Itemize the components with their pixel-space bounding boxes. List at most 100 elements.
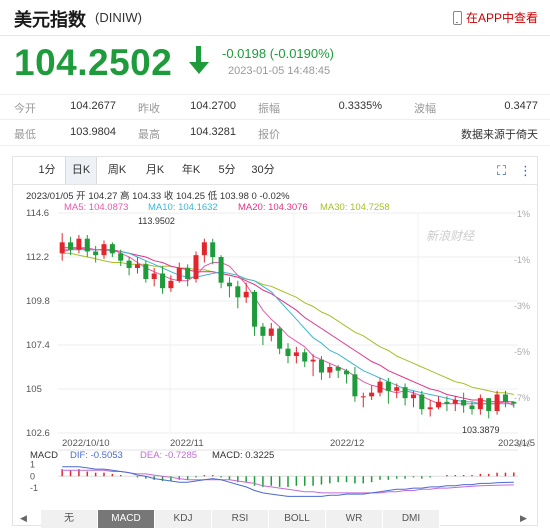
header: 美元指数 (DINIW) 在APP中查看 bbox=[0, 0, 550, 36]
current-price: 104.2502 bbox=[14, 42, 173, 83]
max-price-label: 113.9502 bbox=[138, 216, 175, 226]
y-tick-label: 109.8 bbox=[26, 296, 50, 307]
dif-label: DIF: -0.5053 bbox=[70, 450, 123, 461]
candle-body bbox=[76, 238, 82, 250]
candle-body bbox=[511, 401, 517, 404]
open-in-app-link[interactable]: 在APP中查看 bbox=[452, 9, 538, 26]
dea-label: DEA: -0.7285 bbox=[140, 450, 197, 461]
candle-body bbox=[93, 251, 99, 256]
candle-body bbox=[486, 398, 492, 411]
settings-icon[interactable]: ⋮ bbox=[519, 163, 532, 178]
candle-body bbox=[327, 367, 333, 373]
tab-30min[interactable]: 30分 bbox=[251, 164, 275, 176]
tab-yearly-k[interactable]: 年K bbox=[181, 164, 201, 176]
pct-tick-label: -7% bbox=[514, 393, 530, 403]
y-tick-label: 112.2 bbox=[26, 252, 49, 263]
indicator-tab-wr[interactable]: WR bbox=[326, 510, 383, 528]
stat-label: 昨收 bbox=[138, 103, 160, 115]
ma5-label: MA5: 104.0873 bbox=[64, 202, 128, 213]
indicator-tab-boll[interactable]: BOLL bbox=[269, 510, 326, 528]
macd-tick-label: -1 bbox=[30, 483, 38, 493]
candle-body bbox=[176, 268, 182, 281]
y-tick-label: 102.6 bbox=[26, 428, 50, 439]
candle-body bbox=[143, 264, 149, 279]
candle-body bbox=[436, 401, 442, 408]
pct-tick-label: -3% bbox=[514, 301, 530, 311]
candle-body bbox=[168, 280, 174, 289]
down-arrow-icon bbox=[189, 46, 209, 74]
tab-weekly-k[interactable]: 周K bbox=[107, 164, 127, 176]
ticker-code: (DINIW) bbox=[95, 10, 142, 25]
candle-body bbox=[101, 244, 107, 256]
x-tick-label: 2022/11 bbox=[170, 438, 204, 449]
stat-value: 103.9804 bbox=[70, 126, 116, 138]
ohlc-info: 2023/01/05 开 104.27 高 104.33 收 104.25 低 … bbox=[26, 190, 290, 202]
data-source: 数据来源于倚天 bbox=[461, 129, 538, 141]
scroll-right-icon[interactable]: ▶ bbox=[520, 513, 527, 523]
ma10-line bbox=[62, 249, 514, 405]
candle-body bbox=[344, 370, 350, 375]
pct-tick-label: -5% bbox=[514, 347, 530, 357]
phone-icon bbox=[452, 10, 462, 25]
stat-value: 104.2700 bbox=[190, 100, 236, 112]
scroll-left-icon[interactable]: ◀ bbox=[20, 513, 27, 523]
candle-body bbox=[210, 242, 216, 257]
x-tick-label: 2022/10/10 bbox=[62, 438, 110, 449]
stat-label: 最低 bbox=[14, 129, 36, 141]
ma20-label: MA20: 104.3076 bbox=[238, 202, 308, 213]
candle-body bbox=[118, 253, 124, 261]
indicator-tab-macd[interactable]: MACD bbox=[98, 510, 155, 528]
y-tick-label: 107.4 bbox=[26, 340, 50, 351]
candle-body bbox=[419, 394, 425, 410]
candle-body bbox=[360, 396, 366, 398]
indicator-tab-kdj[interactable]: KDJ bbox=[155, 510, 212, 528]
candle-body bbox=[151, 273, 157, 279]
stat-label: 报价 bbox=[258, 129, 280, 141]
candle-body bbox=[68, 242, 74, 250]
candle-body bbox=[260, 326, 266, 336]
dea-line bbox=[62, 469, 514, 494]
x-tick-label: 2022/12 bbox=[330, 438, 364, 449]
macd-value-label: MACD: 0.3225 bbox=[212, 450, 274, 461]
candle-body bbox=[452, 400, 458, 404]
candle-body bbox=[410, 394, 416, 399]
candle-body bbox=[293, 352, 299, 356]
candle-body bbox=[268, 328, 274, 336]
fullscreen-icon[interactable]: ⛶ bbox=[497, 163, 507, 178]
ma5-line bbox=[62, 247, 515, 406]
indicator-tabs: 无 MACD KDJ RSI BOLL WR DMI bbox=[41, 510, 440, 528]
candle-body bbox=[243, 291, 249, 298]
stat-label: 振幅 bbox=[258, 103, 280, 115]
indicator-tab-rsi[interactable]: RSI bbox=[212, 510, 269, 528]
tab-5min[interactable]: 5分 bbox=[218, 164, 236, 176]
stat-label: 波幅 bbox=[414, 103, 436, 115]
candle-body bbox=[218, 257, 224, 283]
stats-table: 今开 104.2677 昨收 104.2700 振幅 0.3335% 波幅 0.… bbox=[0, 94, 550, 146]
candle-body bbox=[385, 381, 391, 391]
ma20-line bbox=[62, 247, 514, 403]
indicator-tab-none[interactable]: 无 bbox=[41, 510, 98, 528]
candle-body bbox=[84, 238, 90, 252]
candle-body bbox=[494, 394, 500, 411]
stats-row: 最低 103.9804 最高 104.3281 报价 数据来源于倚天 bbox=[0, 120, 550, 144]
candle-body bbox=[377, 381, 383, 393]
candle-body bbox=[394, 387, 400, 391]
open-in-app-label: 在APP中查看 bbox=[465, 11, 538, 25]
stat-label: 最高 bbox=[138, 129, 160, 141]
ma30-line bbox=[62, 252, 514, 395]
candle-body bbox=[427, 407, 433, 410]
candle-body bbox=[59, 242, 65, 254]
candle-body bbox=[302, 352, 308, 362]
stat-value: 0.3477 bbox=[504, 100, 538, 112]
y-tick-label: 114.6 bbox=[26, 208, 49, 219]
tab-daily-k[interactable]: 日K bbox=[65, 157, 97, 184]
quote-datetime: 2023-01-05 14:48:45 bbox=[228, 65, 331, 77]
candle-body bbox=[277, 328, 283, 349]
indicator-tab-dmi[interactable]: DMI bbox=[383, 510, 440, 528]
tab-1min[interactable]: 1分 bbox=[38, 164, 56, 176]
stat-value: 104.3281 bbox=[190, 126, 236, 138]
page-title: 美元指数 bbox=[14, 10, 86, 30]
tab-monthly-k[interactable]: 月K bbox=[145, 164, 165, 176]
pct-tick-label: 1% bbox=[517, 209, 530, 219]
